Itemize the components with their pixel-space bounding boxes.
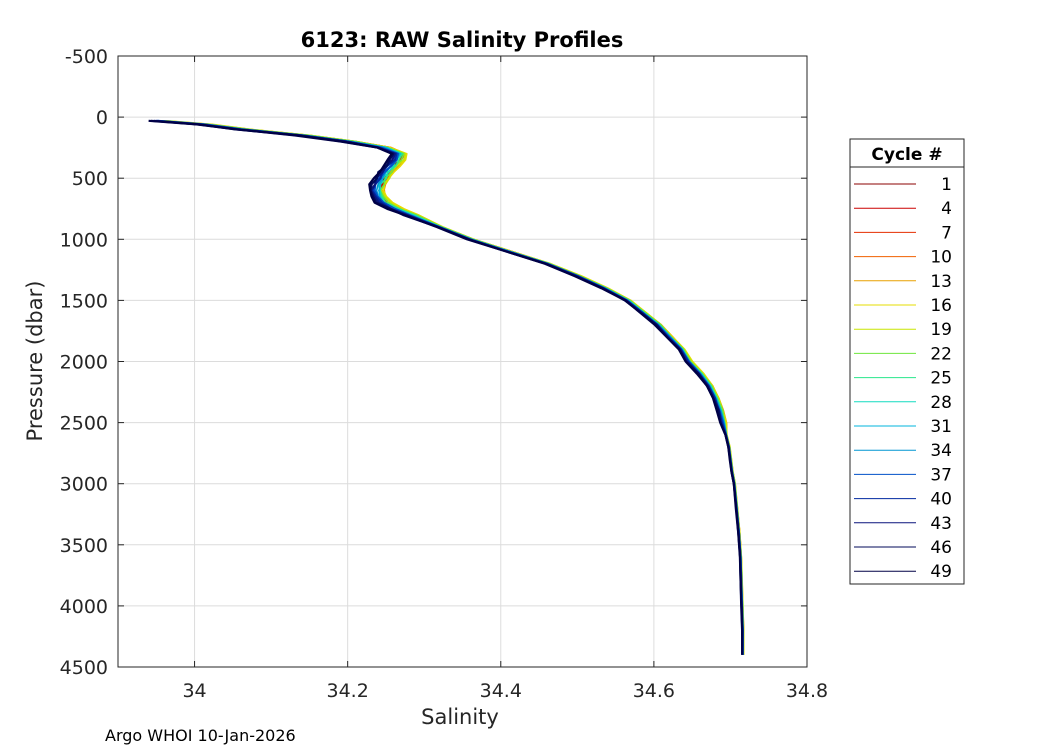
legend-label-22: 22: [930, 344, 952, 364]
x-tick-label: 34.8: [786, 680, 828, 702]
legend-label-10: 10: [930, 248, 952, 268]
legend-label-28: 28: [930, 393, 952, 413]
y-tick-label: 2500: [60, 413, 108, 435]
y-tick-label: 1500: [60, 290, 108, 312]
legend-title: Cycle #: [871, 145, 942, 165]
legend-label-43: 43: [930, 514, 952, 534]
legend-label-34: 34: [930, 441, 952, 461]
y-tick-label: 3500: [60, 535, 108, 557]
legend-label-31: 31: [930, 417, 952, 437]
y-tick-label: 0: [96, 107, 108, 129]
legend-label-7: 7: [941, 223, 952, 243]
y-tick-label: 2000: [60, 352, 108, 374]
legend-label-19: 19: [930, 320, 952, 340]
y-tick-label: 4500: [60, 657, 108, 679]
y-tick-label: 1000: [60, 229, 108, 251]
y-tick-label: 3000: [60, 474, 108, 496]
x-axis-ticks: 34 34.2 34.4 34.6 34.8: [182, 56, 828, 702]
x-tick-label: 34.6: [633, 680, 675, 702]
x-tick-label: 34: [182, 680, 206, 702]
legend-label-37: 37: [930, 465, 952, 485]
y-axis-label: Pressure (dbar): [23, 281, 47, 442]
y-tick-label: -500: [65, 46, 108, 68]
profile-series-group: [148, 119, 745, 655]
chart-title: 6123: RAW Salinity Profiles: [301, 28, 624, 52]
legend-label-40: 40: [930, 490, 952, 510]
legend-label-16: 16: [930, 296, 952, 316]
x-axis-label: Salinity: [421, 705, 499, 729]
legend-label-25: 25: [930, 369, 952, 389]
legend-label-46: 46: [930, 538, 952, 558]
legend-label-4: 4: [941, 199, 952, 219]
footer-credit: Argo WHOI 10-Jan-2026: [105, 726, 296, 745]
legend-label-13: 13: [930, 272, 952, 292]
y-tick-label: 4000: [60, 596, 108, 618]
legend-box: [849, 138, 965, 585]
x-tick-label: 34.2: [327, 680, 369, 702]
legend-entries: 1 4 7 10 13 16 19 22 25 28 31 34 37 40 43 46 49: [854, 175, 952, 582]
profile-cycle-49: [148, 119, 744, 655]
legend-label-1: 1: [941, 175, 952, 195]
y-tick-label: 500: [72, 168, 108, 190]
legend-label-49: 49: [930, 562, 952, 582]
legend: Cycle # 1 4 7 10 13 16 19 22 25 28 31 34 37 40 43 46 49: [849, 138, 965, 585]
x-tick-label: 34.4: [480, 680, 522, 702]
y-axis-ticks: -500 0 500 1000 1500 2000 2500 3000 3500 4000 4500: [60, 46, 807, 679]
